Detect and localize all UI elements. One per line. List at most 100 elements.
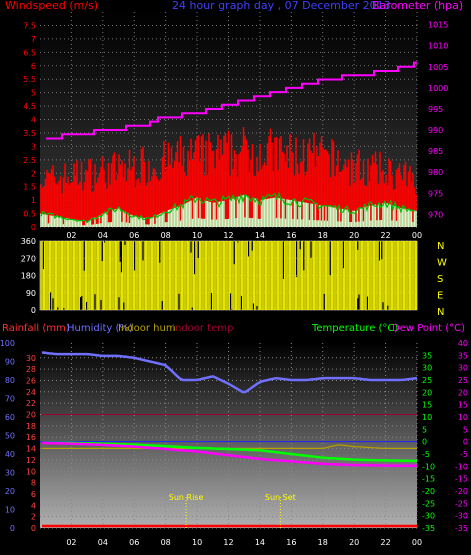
temp-x-tick-label: 22 bbox=[380, 538, 390, 547]
rain-tick-label: 22 bbox=[26, 399, 36, 408]
temp-x-tick-label: 16 bbox=[286, 538, 296, 547]
wind-x-tick-label: 22 bbox=[380, 231, 390, 240]
sunset-label: Sun Set bbox=[265, 493, 296, 502]
barometer-tick-label: 980 bbox=[428, 168, 443, 177]
rain-tick-label: 8 bbox=[31, 479, 36, 488]
direction-tick-label: 0 bbox=[31, 306, 36, 315]
rain-tick-label: 30 bbox=[26, 354, 36, 363]
direction-tick-label: 270 bbox=[21, 254, 36, 263]
humidity-tick-label: 40 bbox=[5, 450, 15, 459]
wind-tick-label: 1.5 bbox=[23, 183, 36, 192]
rain-tick-label: 26 bbox=[26, 376, 36, 385]
direction-tick-label: 90 bbox=[26, 289, 36, 298]
wind-tick-label: 7.5 bbox=[23, 21, 36, 30]
wind-tick-label: 0.5 bbox=[23, 210, 36, 219]
humidity-tick-label: 10 bbox=[5, 506, 15, 515]
rain-tick-label: 24 bbox=[26, 388, 36, 397]
wind-panel: 0 0.5 1 1.5 2 2.5 3 3.5 4 4.5 5 5.5 6 6.5 7 7.5 970 975 9… bbox=[5, 0, 463, 240]
humidity-tick-label: 20 bbox=[5, 487, 15, 496]
wind-tick-label: 2.5 bbox=[23, 156, 36, 165]
compass-label: S bbox=[437, 274, 443, 285]
rain-tick-label: 14 bbox=[26, 445, 36, 454]
wind-tick-label: 4.5 bbox=[23, 102, 36, 111]
rain-tick-label: 2 bbox=[31, 513, 36, 522]
barometer-tick-label: 995 bbox=[428, 105, 443, 114]
rain-tick-label: 18 bbox=[26, 422, 36, 431]
wind-x-tick-label: 08 bbox=[161, 231, 171, 240]
direction-tick-label: 180 bbox=[21, 272, 36, 281]
wind-x-tick-label: 20 bbox=[349, 231, 359, 240]
wind-x-tick-label: 18 bbox=[318, 231, 328, 240]
barometer-tick-label: 1000 bbox=[428, 84, 448, 93]
temp-x-tick-label: 20 bbox=[349, 538, 359, 547]
temp-x-tick-label: 10 bbox=[192, 538, 202, 547]
humidity-tick-label: 0 bbox=[10, 524, 15, 533]
wind-tick-label: 6.5 bbox=[23, 48, 36, 57]
wind-tick-label: 1 bbox=[31, 196, 36, 205]
humidity-tick-label: 70 bbox=[5, 395, 15, 404]
dewpoint-tick-label: 35 bbox=[458, 351, 468, 360]
dewpoint-tick-label: -20 bbox=[455, 487, 468, 496]
dewpoint-tick-label: -10 bbox=[455, 462, 468, 471]
wind-tick-label: 3 bbox=[31, 142, 36, 151]
temp-tick-label: -25 bbox=[422, 499, 435, 508]
dewpoint-tick-label: 25 bbox=[458, 376, 468, 385]
wind-tick-label: 6 bbox=[31, 62, 36, 71]
rain-tick-label: 4 bbox=[31, 501, 36, 510]
sunrise-label: Sun Rise bbox=[169, 493, 204, 502]
wind-x-tick-label: 02 bbox=[66, 231, 76, 240]
compass-label: E bbox=[437, 291, 443, 302]
chart-title: 24 hour graph day , 07 December 2013 bbox=[172, 0, 391, 12]
barometer-tick-label: 1015 bbox=[428, 21, 448, 30]
dewpoint-tick-label: -25 bbox=[455, 499, 468, 508]
barometer-tick-label: 985 bbox=[428, 147, 443, 156]
wind-x-tick-label: 12 bbox=[223, 231, 233, 240]
temp-x-tick-label: 06 bbox=[129, 538, 139, 547]
series-dew-point-line bbox=[41, 441, 417, 468]
temp-x-tick-label: 18 bbox=[318, 538, 328, 547]
dewpoint-tick-label: 20 bbox=[458, 388, 468, 397]
legend-dew-point: Dew Point (°C) bbox=[392, 323, 465, 334]
wind-tick-label: 7 bbox=[31, 35, 36, 44]
series-humidity-line bbox=[41, 351, 418, 394]
dewpoint-tick-label: 15 bbox=[458, 401, 468, 410]
temp-x-tick-label: 04 bbox=[98, 538, 108, 547]
humidity-tick-label: 60 bbox=[5, 413, 15, 422]
humidity-tick-label: 90 bbox=[5, 358, 15, 367]
series-temperature-line bbox=[42, 441, 417, 463]
temp-tick-label: 25 bbox=[422, 376, 432, 385]
compass-label: N bbox=[437, 241, 444, 252]
dewpoint-tick-label: -5 bbox=[460, 450, 468, 459]
dewpoint-tick-label: 0 bbox=[463, 438, 468, 447]
barometer-tick-label: 975 bbox=[428, 189, 443, 198]
barometer-line bbox=[46, 61, 417, 140]
rain-tick-label: 12 bbox=[26, 456, 36, 465]
temp-tick-label: -35 bbox=[422, 524, 435, 533]
wind-x-tick-label: 14 bbox=[255, 231, 265, 240]
wind-x-tick-label: 06 bbox=[129, 231, 139, 240]
barometer-tick-label: 1010 bbox=[428, 42, 448, 51]
dewpoint-tick-label: -35 bbox=[455, 524, 468, 533]
temp-tick-label: -10 bbox=[422, 462, 435, 471]
dewpoint-tick-label: 10 bbox=[458, 413, 468, 422]
compass-label: W bbox=[437, 258, 447, 269]
barometer-axis-label: Barometer (hpa) bbox=[372, 0, 463, 12]
temp-tick-label: 10 bbox=[422, 413, 432, 422]
temp-tick-label: -20 bbox=[422, 487, 435, 496]
rain-tick-label: 0 bbox=[31, 524, 36, 533]
temp-x-tick-label: 14 bbox=[255, 538, 265, 547]
wind-tick-label: 0 bbox=[31, 223, 36, 232]
wind-x-tick-label: 16 bbox=[286, 231, 296, 240]
barometer-tick-label: 970 bbox=[428, 210, 443, 219]
wind-x-tick-label: 04 bbox=[98, 231, 108, 240]
temp-x-tick-label: 02 bbox=[66, 538, 76, 547]
wind-average-line bbox=[40, 191, 416, 224]
temp-x-tick-label: 00 bbox=[412, 538, 422, 547]
dewpoint-tick-label: 5 bbox=[463, 425, 468, 434]
barometer-tick-label: 990 bbox=[428, 126, 443, 135]
windspeed-axis-label: Windspeed (m/s) bbox=[5, 0, 98, 12]
dewpoint-tick-label: 40 bbox=[458, 339, 468, 348]
